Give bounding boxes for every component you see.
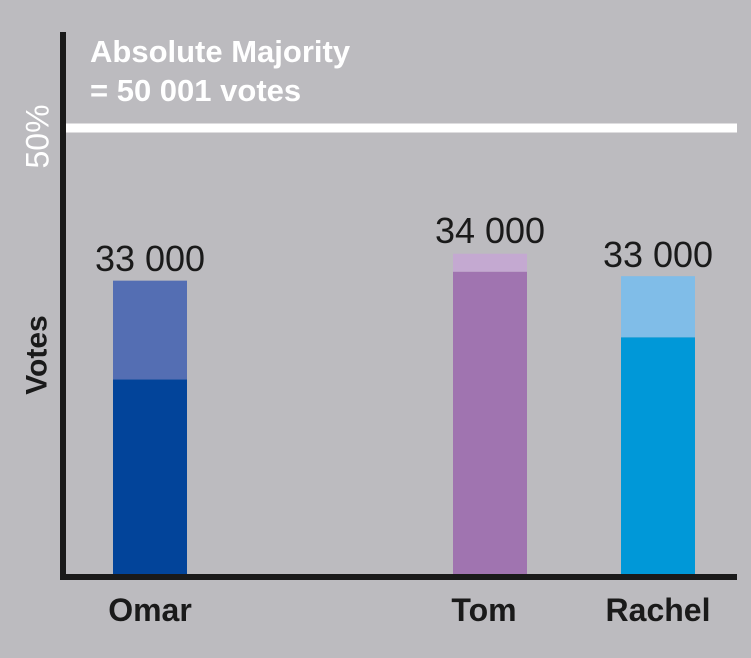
value-label-rachel: 33 000 [602, 234, 714, 275]
y-axis-label: Votes [20, 315, 54, 395]
bar-tom-segment-1 [453, 271, 527, 577]
majority-annotation: Absolute Majority = 50 001 votes [90, 32, 350, 110]
category-label-tom: Tom [451, 592, 517, 628]
value-label-tom: 34 000 [434, 210, 546, 251]
category-label-rachel: Rachel [605, 592, 711, 628]
majority-text-line1: Absolute Majority [90, 34, 351, 69]
bar-rachel-segment-2 [621, 276, 695, 338]
category-label-omar: Omar [108, 592, 192, 628]
bar-omar-segment-2 [113, 280, 187, 380]
bar-tom-segment-2 [453, 253, 527, 272]
bar-omar-segment-1 [113, 379, 187, 577]
fifty-percent-label: 50% [19, 104, 56, 169]
bar-rachel-segment-1 [621, 337, 695, 577]
value-label-omar: 33 000 [94, 238, 206, 279]
majority-text-line2: = 50 001 votes [90, 73, 302, 108]
